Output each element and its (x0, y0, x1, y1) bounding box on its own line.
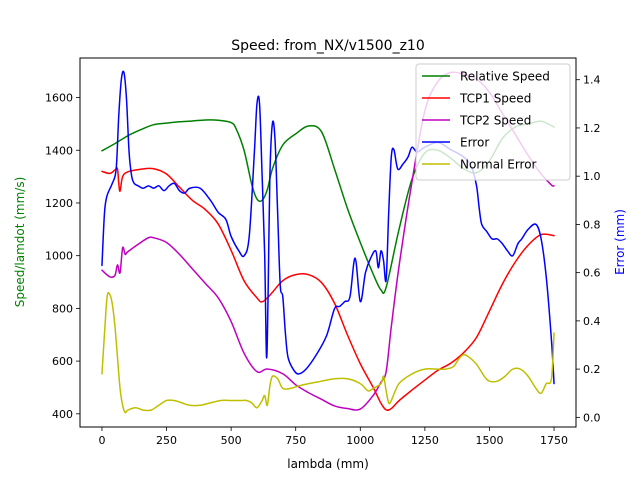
right-axis-ticks: 0.0 0.2 0.4 0.6 0.8 1.0 1.2 1.4 (576, 74, 601, 424)
x-tick-label: 500 (221, 434, 242, 447)
right-tick-label: 0.0 (583, 411, 601, 424)
left-tick-label: 1200 (45, 197, 73, 210)
x-tick-label: 1500 (475, 434, 503, 447)
right-tick-label: 1.2 (583, 122, 601, 135)
chart-title: Speed: from_NX/v1500_z10 (231, 38, 425, 54)
legend-label: TCP2 Speed (459, 114, 531, 128)
legend-label: TCP1 Speed (459, 92, 531, 106)
left-axis-label: Speed/lamdot (mm/s) (13, 177, 27, 308)
legend: Relative Speed TCP1 Speed TCP2 Speed Error N… (415, 63, 571, 181)
x-tick-label: 0 (98, 434, 105, 447)
x-axis-label: lambda (mm) (287, 457, 369, 471)
legend-label: Error (460, 136, 489, 150)
right-tick-label: 0.8 (583, 218, 601, 231)
right-tick-label: 1.4 (583, 74, 601, 87)
x-tick-label: 1250 (411, 434, 439, 447)
x-tick-label: 1750 (540, 434, 568, 447)
x-tick-label: 250 (156, 434, 177, 447)
legend-label: Normal Error (460, 158, 537, 172)
left-tick-label: 600 (52, 355, 73, 368)
series-line-normal-error (101, 291, 555, 414)
left-axis-ticks: 400 600 800 1000 1200 1400 1600 (45, 92, 80, 421)
left-tick-label: 800 (52, 302, 73, 315)
right-tick-label: 0.6 (583, 267, 601, 280)
legend-label: Relative Speed (460, 70, 550, 84)
right-tick-label: 0.2 (583, 363, 601, 376)
x-tick-label: 750 (285, 434, 306, 447)
x-tick-label: 1000 (346, 434, 374, 447)
plot-frame (79, 57, 577, 428)
left-tick-label: 1600 (45, 92, 73, 105)
right-axis-label: Error (mm) (613, 209, 627, 275)
legend-box (415, 63, 571, 181)
x-axis-ticks: 0 250 500 750 1000 1250 1500 1750 (98, 427, 568, 447)
right-tick-label: 0.4 (583, 315, 601, 328)
series-line-tcp1-speed (101, 167, 555, 412)
right-tick-label: 1.0 (583, 170, 601, 183)
left-tick-label: 1400 (45, 144, 73, 157)
left-tick-label: 1000 (45, 250, 73, 263)
left-tick-label: 400 (52, 408, 73, 421)
series-line-error (101, 70, 555, 385)
